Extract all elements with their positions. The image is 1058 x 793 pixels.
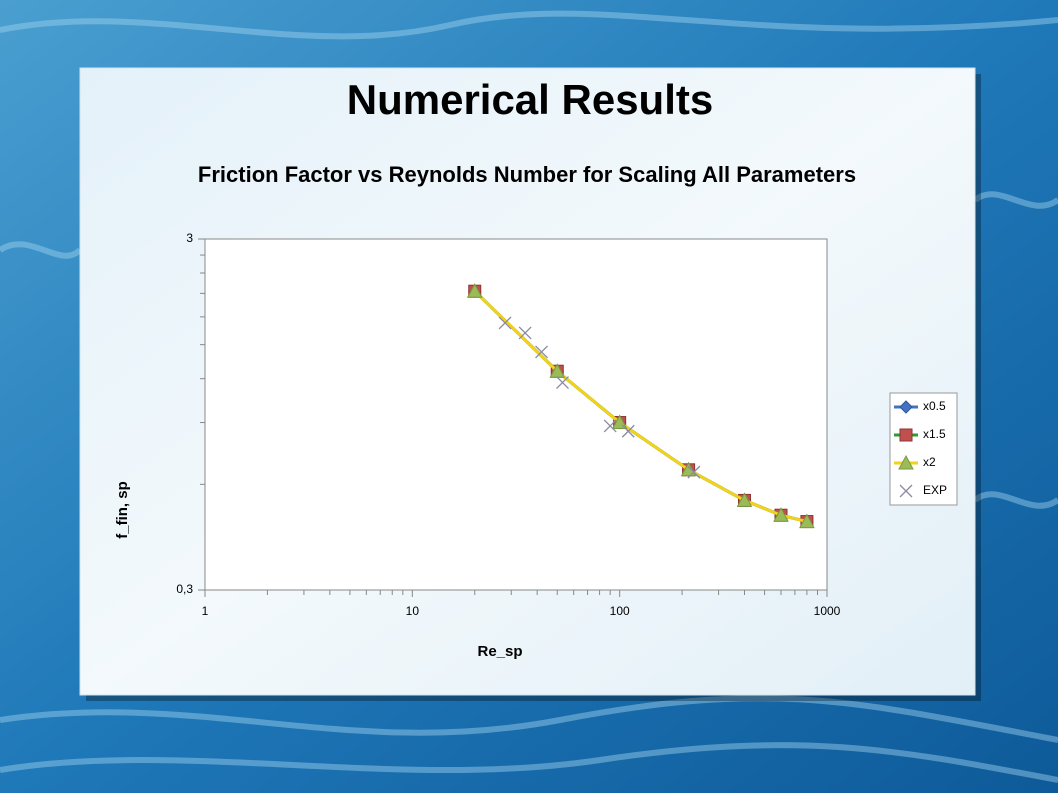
plot-area — [204, 238, 828, 591]
data-point — [466, 283, 483, 298]
legend-label: x2 — [923, 455, 936, 469]
data-point — [773, 507, 789, 522]
legend-label: x0.5 — [923, 399, 946, 413]
data-point — [535, 345, 549, 359]
data-point — [621, 424, 635, 438]
data-point — [736, 492, 753, 507]
y-tick-label: 3 — [186, 231, 193, 245]
data-point — [498, 316, 512, 330]
data-point — [556, 376, 569, 389]
y-axis-label: f_fin, sp — [114, 481, 131, 539]
data-point — [680, 461, 697, 477]
legend-label: EXP — [923, 483, 947, 497]
legend — [889, 392, 958, 506]
legend-label: x1.5 — [923, 427, 946, 441]
x-axis-label: Re_sp — [477, 643, 522, 660]
data-point — [603, 419, 617, 433]
waves — [0, 10, 1058, 783]
data-point — [518, 326, 532, 340]
data-point — [687, 465, 701, 479]
x-tick-label: 1 — [202, 604, 209, 618]
y-tick-label: 0,3 — [176, 582, 193, 596]
data-point — [799, 513, 815, 529]
legend-marker — [899, 428, 913, 442]
chart-title: Friction Factor vs Reynolds Number for S… — [198, 162, 856, 187]
slide-title: Numerical Results — [347, 76, 713, 123]
x-tick-label: 100 — [610, 604, 630, 618]
legend-marker — [899, 484, 913, 498]
x-tick-label: 1000 — [814, 604, 841, 618]
legend-marker — [899, 400, 913, 414]
legend-marker — [898, 454, 914, 470]
x-tick-label: 10 — [406, 604, 420, 618]
